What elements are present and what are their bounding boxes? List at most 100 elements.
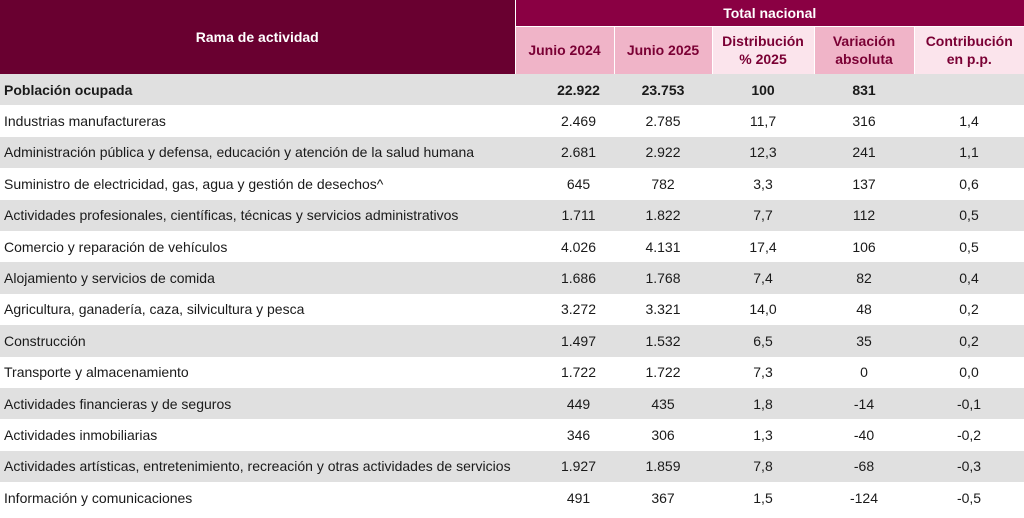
cell-variacion: -68 [814, 450, 914, 483]
cell-junio-2024: 2.469 [560, 113, 597, 130]
cell-variacion: -40 [853, 426, 875, 443]
cell-distribucion: 1,3 [753, 426, 773, 443]
header-junio-2025: Junio 2025 [613, 25, 712, 74]
cell-contribucion: 0,2 [959, 301, 979, 318]
cell-junio-2024: 346 [566, 426, 591, 443]
cell-junio-2024: 645 [566, 175, 591, 192]
cell-junio-2024: 1.686 [515, 262, 614, 294]
cell-distribucion: 6,5 [712, 325, 814, 357]
cell-variacion: -14 [814, 387, 914, 420]
header-junio-2024: Junio 2024 [514, 25, 614, 74]
cell-distribucion: 7,4 [712, 262, 814, 294]
cell-rama: Agricultura, ganadería, caza, silvicultu… [4, 301, 305, 318]
cell-junio-2024: 1.927 [515, 450, 614, 483]
cell-junio-2025: 4.131 [645, 238, 681, 255]
cell-junio-2025: 367 [651, 489, 675, 506]
cell-distribucion: 3,3 [753, 175, 773, 192]
cell-junio-2024: 1.722 [560, 364, 597, 381]
cell-contribucion: 0,4 [914, 262, 1024, 294]
cell-distribucion: 7,8 [712, 450, 814, 483]
cell-distribucion: 7,3 [753, 364, 773, 381]
cell-variacion: 0 [860, 364, 868, 381]
cell-junio-2025: 1.859 [614, 450, 712, 483]
cell-contribucion: -0,1 [914, 387, 1024, 420]
cell-junio-2025: 435 [614, 387, 712, 420]
cell-rama: Transporte y almacenamiento [4, 364, 189, 381]
cell-junio-2025: 1.768 [614, 262, 712, 294]
cell-junio-2025: 1.822 [614, 199, 712, 231]
cell-junio-2024: 449 [515, 387, 614, 420]
cell-junio-2025: 782 [651, 175, 675, 192]
cell-contribucion: -0,3 [914, 450, 1024, 483]
cell-distribucion: 14,0 [749, 301, 777, 318]
header-rama-de-actividad: Rama de actividad [0, 0, 515, 74]
cell-rama: Comercio y reparación de vehículos [4, 238, 228, 255]
cell-junio-2024: 22.922 [515, 74, 614, 106]
cell-junio-2024: 1.497 [515, 325, 614, 357]
cell-junio-2025: 1.722 [645, 364, 681, 381]
cell-variacion: -124 [849, 489, 879, 506]
cell-variacion: 82 [814, 262, 914, 294]
table-body: Población ocupada 22.922 23.753 100 831 Indus… [0, 74, 1024, 513]
cell-variacion: 35 [814, 325, 914, 357]
cell-rama: Población ocupada [0, 74, 515, 106]
cell-distribucion: 12,3 [712, 136, 814, 169]
cell-distribucion: 1,8 [712, 387, 814, 420]
cell-rama: Información y comunicaciones [4, 489, 193, 506]
cell-contribucion: -0,5 [956, 489, 982, 506]
cell-distribucion: 7,7 [712, 199, 814, 231]
table-row: Alojamiento y servicios de comida 1.686 1.… [0, 262, 1024, 294]
cell-rama: Construcción [0, 325, 515, 357]
cell-distribucion: 1,5 [753, 489, 773, 506]
cell-distribucion: 11,7 [749, 113, 777, 130]
table-row: Actividades inmobiliarias 346 306 1,3 -40 -0,… [0, 419, 1024, 450]
cell-junio-2024: 3.272 [560, 301, 597, 318]
cell-variacion: 48 [856, 301, 872, 318]
cell-contribucion: 0,0 [959, 364, 979, 381]
cell-contribucion: 0,5 [959, 238, 979, 255]
cell-distribucion: 17,4 [749, 238, 777, 255]
cell-variacion: 106 [852, 238, 876, 255]
cell-junio-2025: 23.753 [614, 74, 712, 106]
cell-junio-2024: 1.711 [515, 199, 614, 231]
table-row: Suministro de electricidad, gas, agua y … [0, 168, 1024, 199]
header-contribucion: Contribución en p.p. [913, 25, 1024, 74]
header-variacion: Variación absoluta [813, 25, 914, 74]
cell-rama: Actividades artísticas, entretenimiento,… [0, 450, 515, 483]
cell-rama: Actividades financieras y de seguros [0, 387, 515, 420]
header-total-nacional: Total nacional [514, 0, 1024, 26]
table-row: Industrias manufactureras 2.469 2.785 11,7 3… [0, 105, 1024, 136]
table-row: Transporte y almacenamiento 1.722 1.722 7,3… [0, 357, 1024, 388]
cell-variacion: 831 [814, 74, 914, 106]
table-row: Administración pública y defensa, educac… [0, 136, 1024, 169]
table-row: Actividades profesionales, científicas, … [0, 199, 1024, 231]
cell-contribucion: 0,2 [914, 325, 1024, 357]
cell-junio-2025: 3.321 [645, 301, 681, 318]
table-row: Actividades artísticas, entretenimiento,… [0, 450, 1024, 483]
cell-rama: Actividades profesionales, científicas, … [0, 199, 515, 231]
cell-junio-2025: 306 [651, 426, 675, 443]
cell-distribucion: 100 [712, 74, 814, 106]
cell-contribucion: 0,5 [914, 199, 1024, 231]
cell-contribucion: 0,6 [959, 175, 979, 192]
cell-junio-2024: 491 [566, 489, 591, 506]
table-row: Agricultura, ganadería, caza, silvicultu… [0, 294, 1024, 325]
cell-junio-2025: 2.922 [614, 136, 712, 169]
cell-junio-2025: 1.532 [614, 325, 712, 357]
header-distribucion: Distribución% 2025 [711, 25, 814, 74]
cell-variacion: 137 [852, 175, 876, 192]
cell-rama: Actividades inmobiliarias [4, 426, 158, 443]
cell-contribucion: 1,4 [959, 113, 979, 130]
cell-contribucion [914, 74, 1024, 106]
cell-variacion: 316 [852, 113, 876, 130]
cell-variacion: 241 [814, 136, 914, 169]
table-row: Actividades financieras y de seguros 449 4… [0, 387, 1024, 420]
cell-variacion: 112 [814, 199, 914, 231]
table-row: Información y comunicaciones 491 367 1,5 -12… [0, 482, 1024, 513]
cell-contribucion: -0,2 [956, 426, 982, 443]
cell-rama: Administración pública y defensa, educac… [0, 136, 515, 169]
cell-junio-2024: 4.026 [560, 238, 597, 255]
cell-rama: Industrias manufactureras [4, 113, 166, 130]
table-row: Construcción 1.497 1.532 6,5 35 0,2 [0, 325, 1024, 357]
